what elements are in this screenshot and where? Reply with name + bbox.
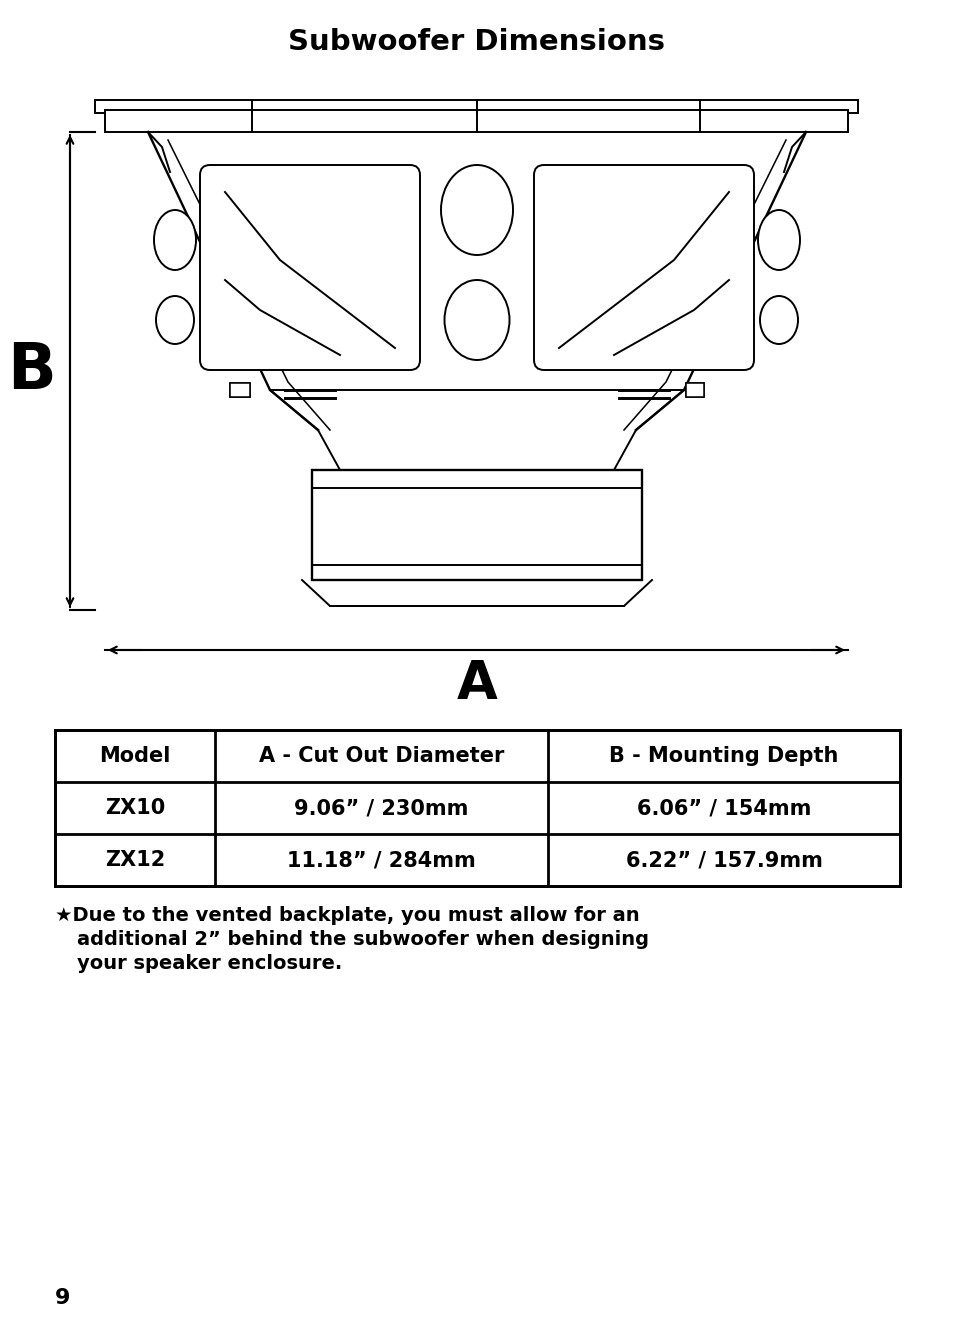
Bar [105, 110, 847, 132]
Text: 6.06” / 154mm: 6.06” / 154mm [637, 798, 810, 818]
Text: ★Due to the vented backplate, you must allow for an: ★Due to the vented backplate, you must a… [55, 906, 639, 925]
Text: 11.18” / 284mm: 11.18” / 284mm [287, 850, 476, 870]
Text: 6.22” / 157.9mm: 6.22” / 157.9mm [625, 850, 821, 870]
Ellipse shape [440, 166, 513, 255]
Ellipse shape [760, 297, 797, 343]
Text: ZX10: ZX10 [105, 798, 165, 818]
Bar [95, 100, 857, 114]
Bar [685, 383, 703, 397]
Text: additional 2” behind the subwoofer when designing: additional 2” behind the subwoofer when … [77, 930, 648, 949]
Text: Model: Model [99, 745, 171, 766]
Text: your speaker enclosure.: your speaker enclosure. [77, 954, 342, 973]
Text: ZX12: ZX12 [105, 850, 165, 870]
Ellipse shape [444, 281, 509, 359]
Bar [312, 470, 641, 580]
Bar [685, 383, 703, 397]
FancyBboxPatch shape [534, 166, 753, 370]
Text: Subwoofer Dimensions: Subwoofer Dimensions [288, 28, 665, 56]
Bar [230, 383, 250, 397]
Bar [55, 729, 899, 886]
Text: 9: 9 [55, 1288, 71, 1308]
Text: A: A [456, 659, 497, 709]
Ellipse shape [156, 297, 193, 343]
FancyBboxPatch shape [200, 166, 419, 370]
Text: B: B [8, 339, 56, 402]
Text: 9.06” / 230mm: 9.06” / 230mm [294, 798, 468, 818]
Ellipse shape [153, 210, 195, 270]
Text: B - Mounting Depth: B - Mounting Depth [609, 745, 838, 766]
Ellipse shape [758, 210, 800, 270]
Text: A - Cut Out Diameter: A - Cut Out Diameter [258, 745, 503, 766]
Bar [230, 383, 250, 397]
